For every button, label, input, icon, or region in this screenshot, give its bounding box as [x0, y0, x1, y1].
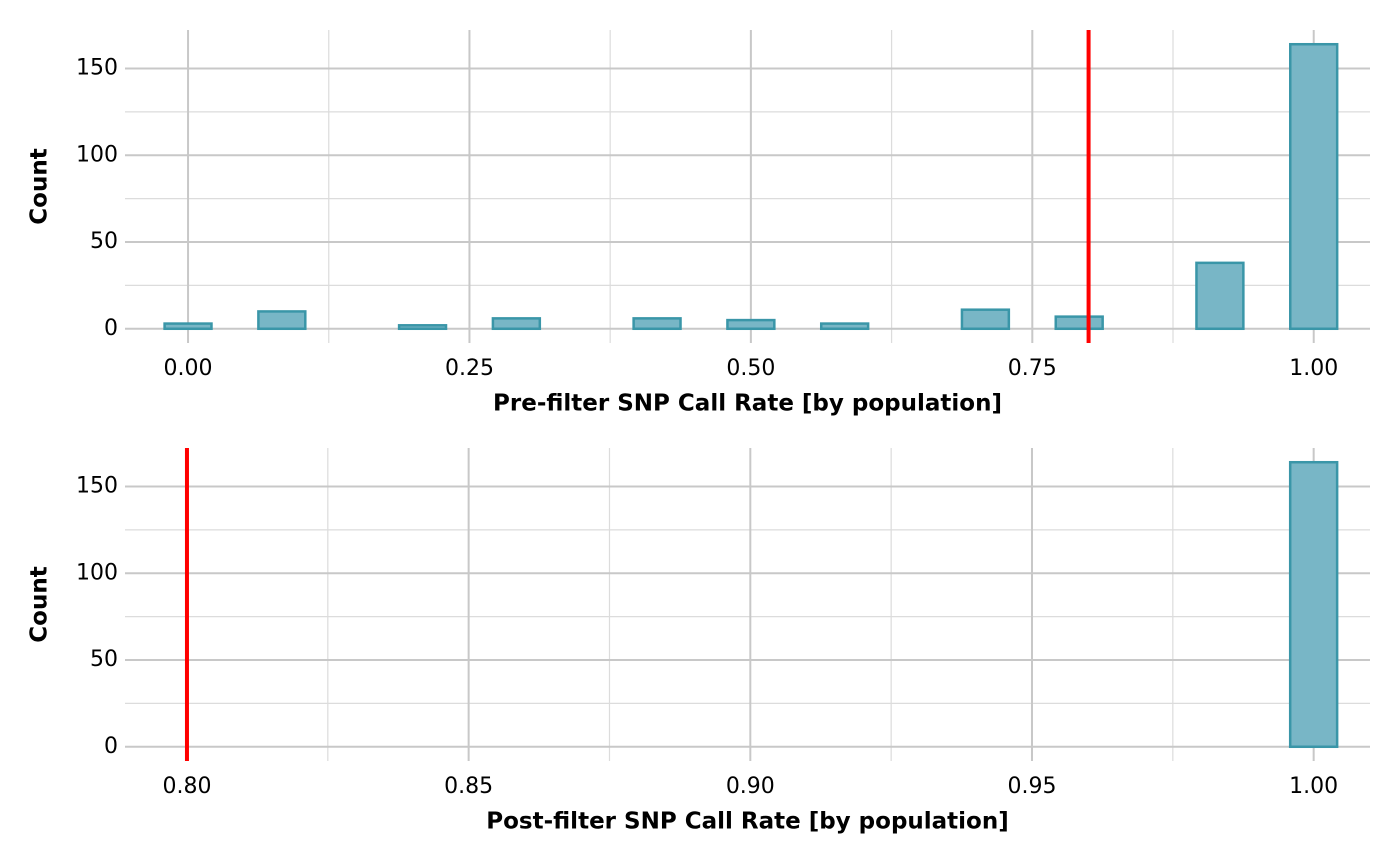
x-tick-label: 0.95 — [1007, 774, 1056, 799]
y-tick-label: 100 — [76, 142, 118, 167]
bar — [491, 317, 542, 331]
x-tick-label: 0.00 — [164, 356, 213, 381]
x-tick-label: 0.90 — [726, 774, 775, 799]
y-tick-label: 50 — [90, 229, 118, 254]
y-tick-label: 0 — [104, 734, 118, 759]
y-axis-title: Count — [27, 566, 53, 642]
bar — [163, 322, 213, 331]
x-tick-label: 0.25 — [445, 356, 494, 381]
bar — [960, 308, 1011, 331]
y-tick-label: 0 — [104, 316, 118, 341]
x-tick-label: 1.00 — [1289, 774, 1338, 799]
bar — [1289, 42, 1339, 331]
bar — [632, 317, 682, 331]
y-axis-title: Count — [27, 148, 53, 224]
x-tick-label: 0.75 — [1008, 356, 1057, 381]
x-tick-label: 1.00 — [1289, 356, 1338, 381]
x-tick-label: 0.85 — [444, 774, 493, 799]
x-tick-label: 0.80 — [162, 774, 211, 799]
y-tick-label: 150 — [76, 56, 118, 81]
bar — [819, 322, 870, 331]
y-tick-label: 50 — [90, 647, 118, 672]
bar — [397, 324, 448, 331]
y-tick-label: 100 — [76, 560, 118, 585]
y-tick-label: 150 — [76, 474, 118, 499]
bar — [257, 310, 307, 331]
x-axis-title: Post-filter SNP Call Rate [by population… — [486, 809, 1009, 835]
bar — [1054, 315, 1104, 331]
bar — [726, 318, 776, 331]
bar — [1288, 460, 1339, 749]
x-tick-label: 0.50 — [726, 356, 775, 381]
bar — [1195, 261, 1245, 331]
x-axis-title: Pre-filter SNP Call Rate [by population] — [493, 391, 1002, 417]
